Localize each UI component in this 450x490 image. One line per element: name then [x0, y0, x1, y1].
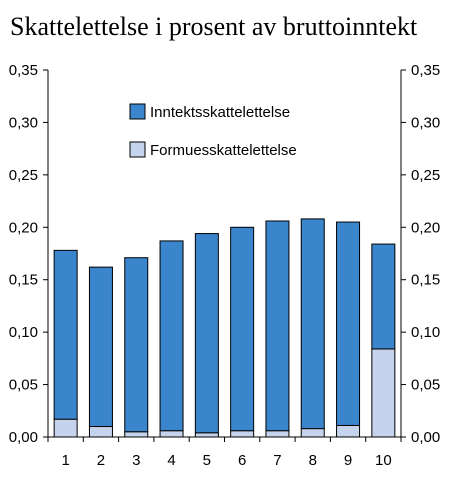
- y-tick-label-left: 0,30: [9, 114, 38, 131]
- y-tick-label-right: 0,05: [411, 377, 440, 394]
- legend-label: Formuesskattelettelse: [150, 142, 297, 159]
- bar-formuesskatt-8: [300, 428, 325, 438]
- bar-inntektsskatt-10: [371, 243, 396, 350]
- bar-formuesskatt-3: [124, 431, 149, 438]
- x-tick-label: 3: [132, 452, 140, 469]
- bar-inntektsskatt-6: [230, 226, 255, 432]
- legend-swatch: [129, 103, 146, 120]
- x-tick-label: 7: [273, 452, 281, 469]
- tick-labels: 0,00 0,00 0,05 0,05 0,10 0,10 0,15 0,15 0,20 0,20…: [9, 62, 440, 469]
- y-tick-label-right: 0,10: [411, 324, 440, 341]
- x-tick-label: 5: [203, 452, 211, 469]
- x-tick-label: 8: [309, 452, 317, 469]
- y-tick-label-left: 0,05: [9, 377, 38, 394]
- bar-formuesskatt-10: [371, 348, 396, 438]
- chart-title: Skattelettelse i prosent av bruttoinntek…: [10, 12, 418, 41]
- y-tick-label-left: 0,35: [9, 62, 38, 79]
- y-tick-label-left: 0,00: [9, 429, 38, 446]
- bar-inntektsskatt-2: [88, 266, 113, 428]
- bar-inntektsskatt-5: [194, 233, 219, 434]
- legend: Inntektsskattelettelse Formuesskattelette…: [129, 103, 297, 159]
- x-tick-label: 2: [97, 452, 105, 469]
- x-tick-label: 6: [238, 452, 246, 469]
- legend-swatch: [129, 141, 146, 158]
- y-tick-label-right: 0,20: [411, 219, 440, 236]
- bar-inntektsskatt-1: [53, 249, 78, 420]
- bar-inntektsskatt-8: [300, 218, 325, 430]
- bar-formuesskatt-6: [230, 430, 255, 438]
- x-tick-label: 10: [375, 452, 392, 469]
- y-tick-label-left: 0,25: [9, 167, 38, 184]
- x-tick-label: 9: [344, 452, 352, 469]
- y-tick-label-right: 0,15: [411, 272, 440, 289]
- bar-inntektsskatt-3: [124, 257, 149, 433]
- y-tick-label-left: 0,20: [9, 219, 38, 236]
- bars: [53, 218, 396, 438]
- bar-formuesskatt-1: [53, 418, 78, 438]
- bar-inntektsskatt-9: [336, 221, 361, 426]
- bar-formuesskatt-5: [194, 432, 219, 438]
- y-tick-label-left: 0,10: [9, 324, 38, 341]
- y-tick-label-left: 0,15: [9, 272, 38, 289]
- bar-formuesskatt-4: [159, 430, 184, 438]
- y-tick-label-right: 0,35: [411, 62, 440, 79]
- y-tick-label-right: 0,00: [411, 429, 440, 446]
- bar-formuesskatt-2: [88, 426, 113, 438]
- bar-formuesskatt-9: [336, 424, 361, 438]
- bar-formuesskatt-7: [265, 430, 290, 438]
- y-tick-label-right: 0,25: [411, 167, 440, 184]
- x-tick-label: 4: [167, 452, 175, 469]
- y-tick-label-right: 0,30: [411, 114, 440, 131]
- bar-inntektsskatt-7: [265, 220, 290, 432]
- x-tick-label: 1: [61, 452, 69, 469]
- legend-label: Inntektsskattelettelse: [150, 104, 290, 121]
- bar-inntektsskatt-4: [159, 240, 184, 432]
